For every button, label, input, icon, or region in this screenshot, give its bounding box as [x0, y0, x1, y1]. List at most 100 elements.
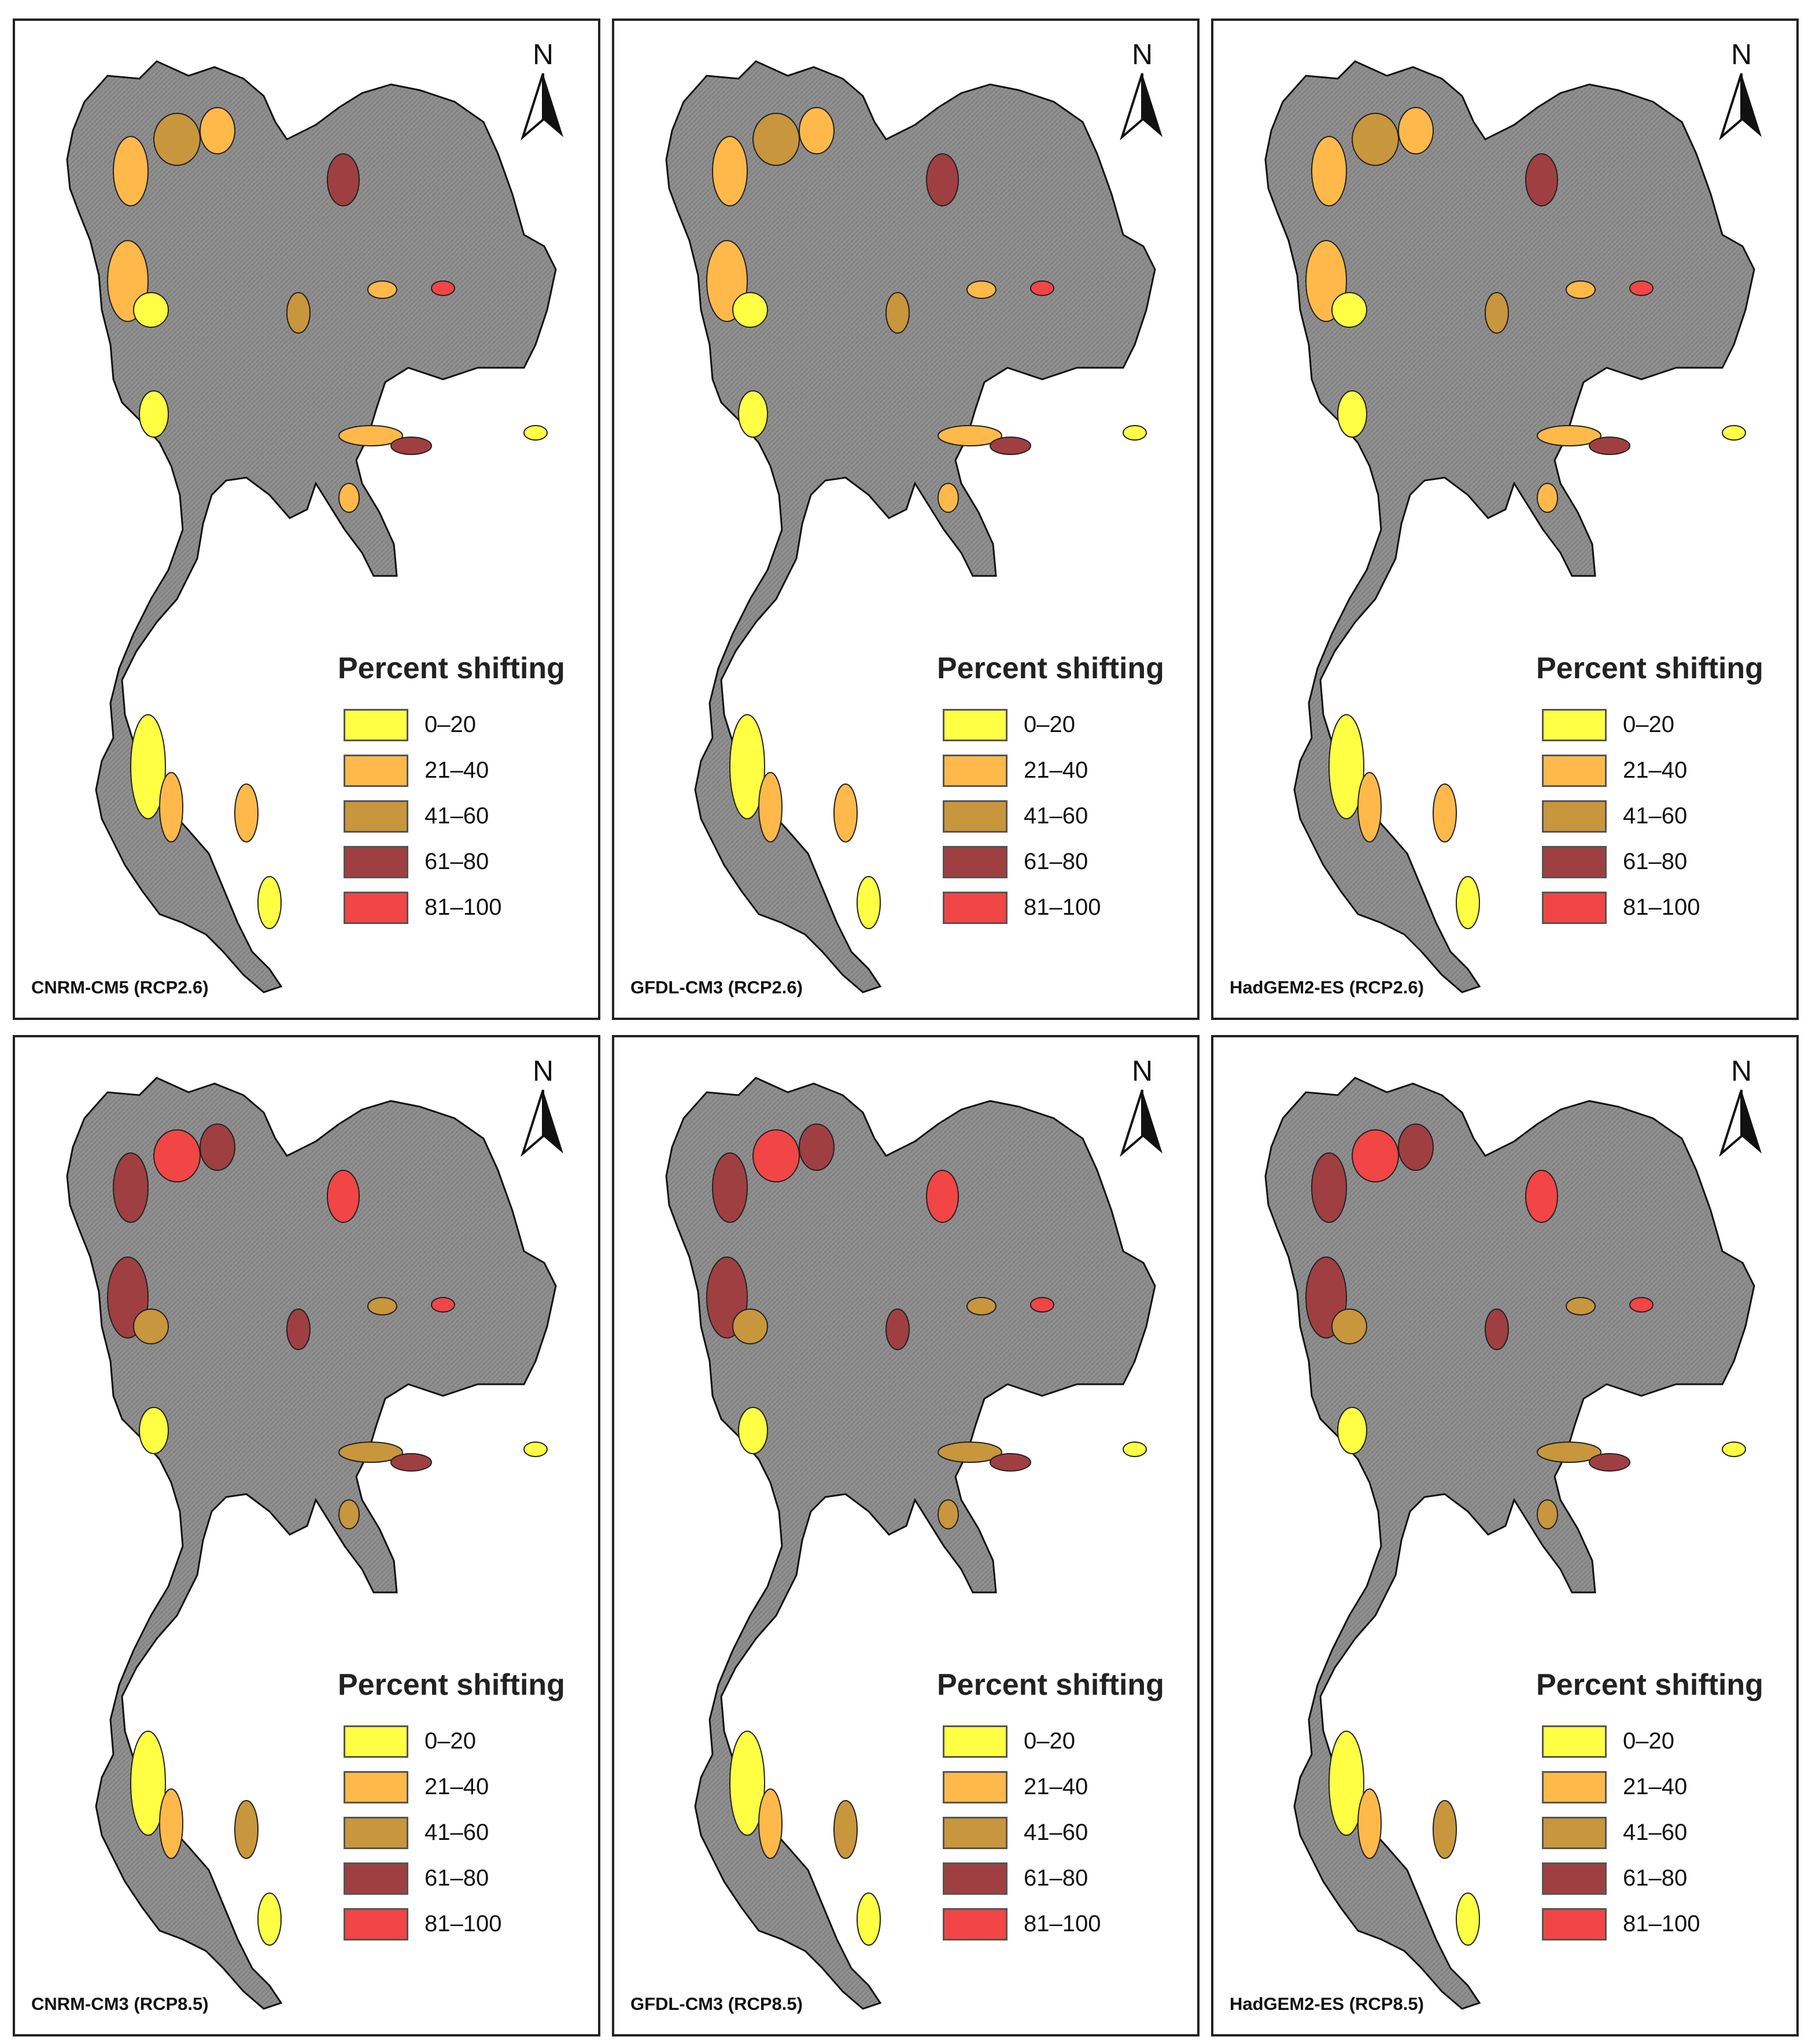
- legend-label: 61–80: [425, 849, 489, 874]
- country-outline: [66, 60, 557, 993]
- shift-patch: [833, 783, 858, 842]
- shift-patch: [200, 107, 235, 154]
- legend-label: 21–40: [425, 1774, 489, 1799]
- north-letter: N: [1730, 38, 1752, 71]
- shift-patch: [799, 1123, 835, 1171]
- legend-swatch: [1542, 845, 1607, 878]
- legend-label: 61–80: [425, 1865, 489, 1891]
- legend-item: 0–20: [943, 702, 1174, 748]
- legend-swatch: [943, 845, 1008, 878]
- legend-swatch: [344, 708, 408, 741]
- shift-patch: [367, 280, 397, 299]
- shift-patch: [833, 1800, 858, 1859]
- legend: Percent shifting 0–20 21–40 41–60 61–80 81–1…: [1536, 651, 1773, 930]
- legend-swatch: [1542, 1771, 1607, 1803]
- shift-patch: [367, 1297, 397, 1315]
- legend-label: 61–80: [1623, 849, 1688, 874]
- legend-swatch: [943, 1725, 1008, 1758]
- shift-patch: [729, 714, 765, 819]
- thailand-map: [66, 1077, 557, 2010]
- shift-patch: [130, 714, 166, 819]
- legend-item: 41–60: [943, 1810, 1174, 1856]
- panel-label: GFDL-CM3 (RCP8.5): [630, 1994, 803, 2014]
- shift-patch: [523, 1441, 548, 1457]
- shift-patch: [286, 1309, 311, 1350]
- north-arrow-icon: [1119, 1089, 1163, 1158]
- legend-swatch: [943, 1908, 1008, 1940]
- shift-patch: [1331, 292, 1367, 328]
- legend-title: Percent shifting: [937, 1668, 1164, 1702]
- legend-title: Percent shifting: [338, 652, 565, 685]
- shift-patch: [966, 280, 997, 299]
- legend-item: 61–80: [1542, 839, 1773, 885]
- legend-title: Percent shifting: [338, 1668, 565, 1702]
- legend: Percent shifting 0–20 21–40 41–60 61–80 81–1…: [937, 1668, 1174, 1947]
- shift-patch: [257, 1893, 282, 1946]
- shift-patch: [1311, 136, 1347, 206]
- shift-patch: [1337, 390, 1367, 438]
- shift-patch: [1311, 1152, 1347, 1223]
- legend-swatch: [344, 754, 408, 787]
- legend-item: 81–100: [943, 885, 1174, 930]
- map-panel-6: N Percent shifting 0–20 21–40 41–60 61–80 81…: [1211, 1035, 1799, 2036]
- legend-swatch: [943, 754, 1008, 787]
- shift-patch: [159, 772, 183, 842]
- legend-item: 21–40: [344, 748, 575, 793]
- thailand-map: [1264, 1077, 1755, 2010]
- thailand-map: [66, 60, 557, 993]
- legend-swatch: [1542, 1908, 1607, 1940]
- thailand-map: [1264, 60, 1755, 993]
- north-arrow: N: [1715, 38, 1767, 148]
- north-letter: N: [1131, 1055, 1153, 1087]
- legend-label: 0–20: [425, 712, 476, 737]
- panel-label: HadGEM2-ES (RCP2.6): [1230, 977, 1424, 997]
- legend-label: 41–60: [425, 803, 489, 829]
- shift-patch: [857, 876, 881, 929]
- shift-patch: [1328, 714, 1364, 819]
- legend-item: 0–20: [344, 1718, 575, 1764]
- legend-title: Percent shifting: [937, 652, 1164, 685]
- legend-swatch: [943, 891, 1008, 924]
- legend-label: 81–100: [425, 1911, 502, 1936]
- legend-label: 21–40: [1024, 757, 1088, 783]
- legend-item: 81–100: [1542, 885, 1773, 930]
- shift-patch: [113, 136, 149, 206]
- shift-patch: [1030, 1297, 1054, 1313]
- shift-patch: [732, 292, 768, 328]
- legend-items: 0–20 21–40 41–60 61–80 81–100: [1536, 702, 1773, 930]
- legend: Percent shifting 0–20 21–40 41–60 61–80 81–1…: [338, 651, 575, 930]
- shift-patch: [1537, 1441, 1601, 1463]
- shift-patch: [885, 1309, 910, 1350]
- legend: Percent shifting 0–20 21–40 41–60 61–80 81–1…: [1536, 1668, 1773, 1947]
- shift-patch: [1357, 1788, 1382, 1859]
- legend-item: 61–80: [943, 839, 1174, 885]
- shift-patch: [200, 1123, 235, 1171]
- legend-label: 0–20: [1623, 712, 1674, 737]
- north-letter: N: [532, 1055, 554, 1087]
- shift-patch: [338, 425, 403, 446]
- legend-swatch: [344, 1908, 408, 1940]
- legend-title: Percent shifting: [1536, 652, 1763, 685]
- country-outline: [1264, 1077, 1755, 2010]
- legend-item: 81–100: [1542, 1901, 1773, 1947]
- legend-swatch: [344, 800, 408, 833]
- legend-items: 0–20 21–40 41–60 61–80 81–100: [338, 1718, 575, 1947]
- shifting-patches: [706, 107, 1147, 929]
- shift-patch: [729, 1731, 765, 1836]
- north-arrow: N: [1116, 1055, 1168, 1165]
- shift-patch: [338, 483, 360, 513]
- legend-item: 41–60: [344, 793, 575, 839]
- legend-swatch: [344, 1725, 408, 1758]
- panel-label: HadGEM2-ES (RCP8.5): [1230, 1994, 1424, 2014]
- legend-items: 0–20 21–40 41–60 61–80 81–100: [1536, 1718, 1773, 1947]
- shift-patch: [712, 136, 748, 206]
- shift-patch: [926, 1170, 959, 1223]
- shift-patch: [990, 1453, 1031, 1472]
- shift-patch: [990, 437, 1031, 455]
- legend-label: 21–40: [425, 757, 489, 783]
- north-letter: N: [1131, 38, 1153, 71]
- legend-label: 0–20: [425, 1728, 476, 1754]
- country-outline: [665, 1077, 1156, 2010]
- thailand-map: [665, 60, 1156, 993]
- legend-label: 0–20: [1024, 1728, 1075, 1754]
